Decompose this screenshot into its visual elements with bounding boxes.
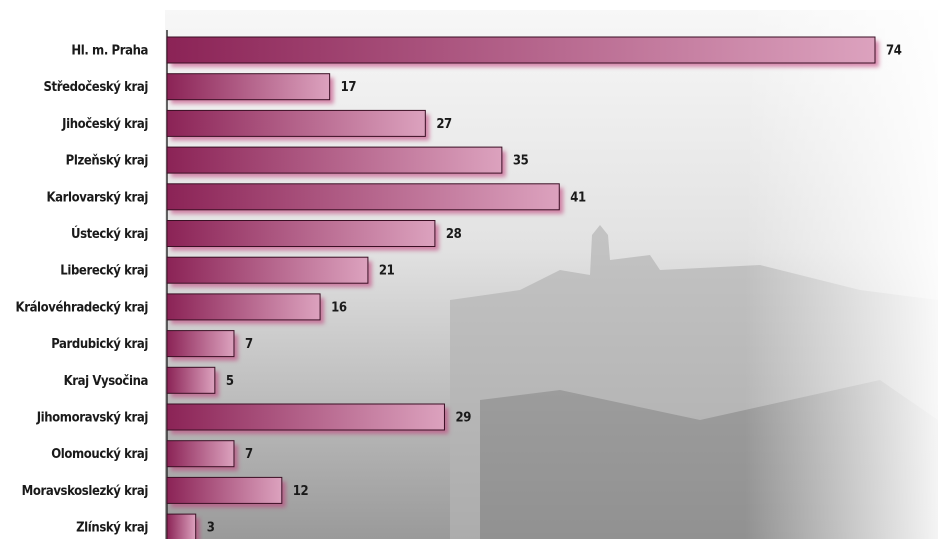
y-tick-label: Zlínský kraj	[76, 521, 148, 536]
value-label: 7	[245, 337, 253, 352]
value-label: 28	[446, 227, 462, 242]
y-tick-label: Moravskoslezký kraj	[22, 484, 149, 499]
bar	[166, 146, 503, 174]
bar	[166, 330, 235, 358]
value-label: 74	[886, 44, 902, 59]
y-tick-label: Ústecký kraj	[71, 226, 148, 242]
bar	[166, 256, 369, 284]
y-tick-label: Jihočeský kraj	[61, 117, 148, 132]
value-label: 29	[455, 411, 471, 426]
y-tick-label: Plzeňský kraj	[66, 154, 149, 169]
y-tick-label: Jihomoravský kraj	[36, 411, 149, 426]
value-label: 12	[293, 484, 309, 499]
value-label: 5	[226, 374, 234, 389]
value-label: 21	[379, 264, 395, 279]
y-tick-label: Karlovarský kraj	[46, 190, 148, 205]
bar	[166, 403, 445, 431]
y-tick-label: Olomoucký kraj	[51, 447, 148, 462]
value-label: 17	[341, 80, 357, 95]
y-tick-label: Středočeský kraj	[44, 80, 149, 95]
y-tick-label: Pardubický kraj	[51, 337, 148, 352]
value-label: 16	[331, 300, 347, 315]
value-label: 27	[436, 117, 452, 132]
bar	[166, 109, 426, 137]
y-tick-label: Liberecký kraj	[60, 264, 148, 279]
bar	[166, 476, 283, 504]
bar	[166, 220, 436, 247]
bar	[166, 293, 321, 321]
bar	[166, 73, 331, 101]
value-label: 7	[245, 447, 253, 462]
y-tick-label: Královéhradecký kraj	[16, 300, 149, 315]
bar	[166, 513, 197, 539]
bar	[166, 36, 876, 64]
value-label: 35	[513, 154, 529, 169]
value-label: 41	[570, 190, 586, 205]
bar	[166, 440, 235, 468]
value-label: 3	[207, 521, 215, 536]
bar	[166, 366, 216, 394]
bar	[166, 183, 560, 211]
y-tick-label: Hl. m. Praha	[71, 44, 148, 59]
y-tick-label: Kraj Vysočina	[64, 374, 148, 389]
